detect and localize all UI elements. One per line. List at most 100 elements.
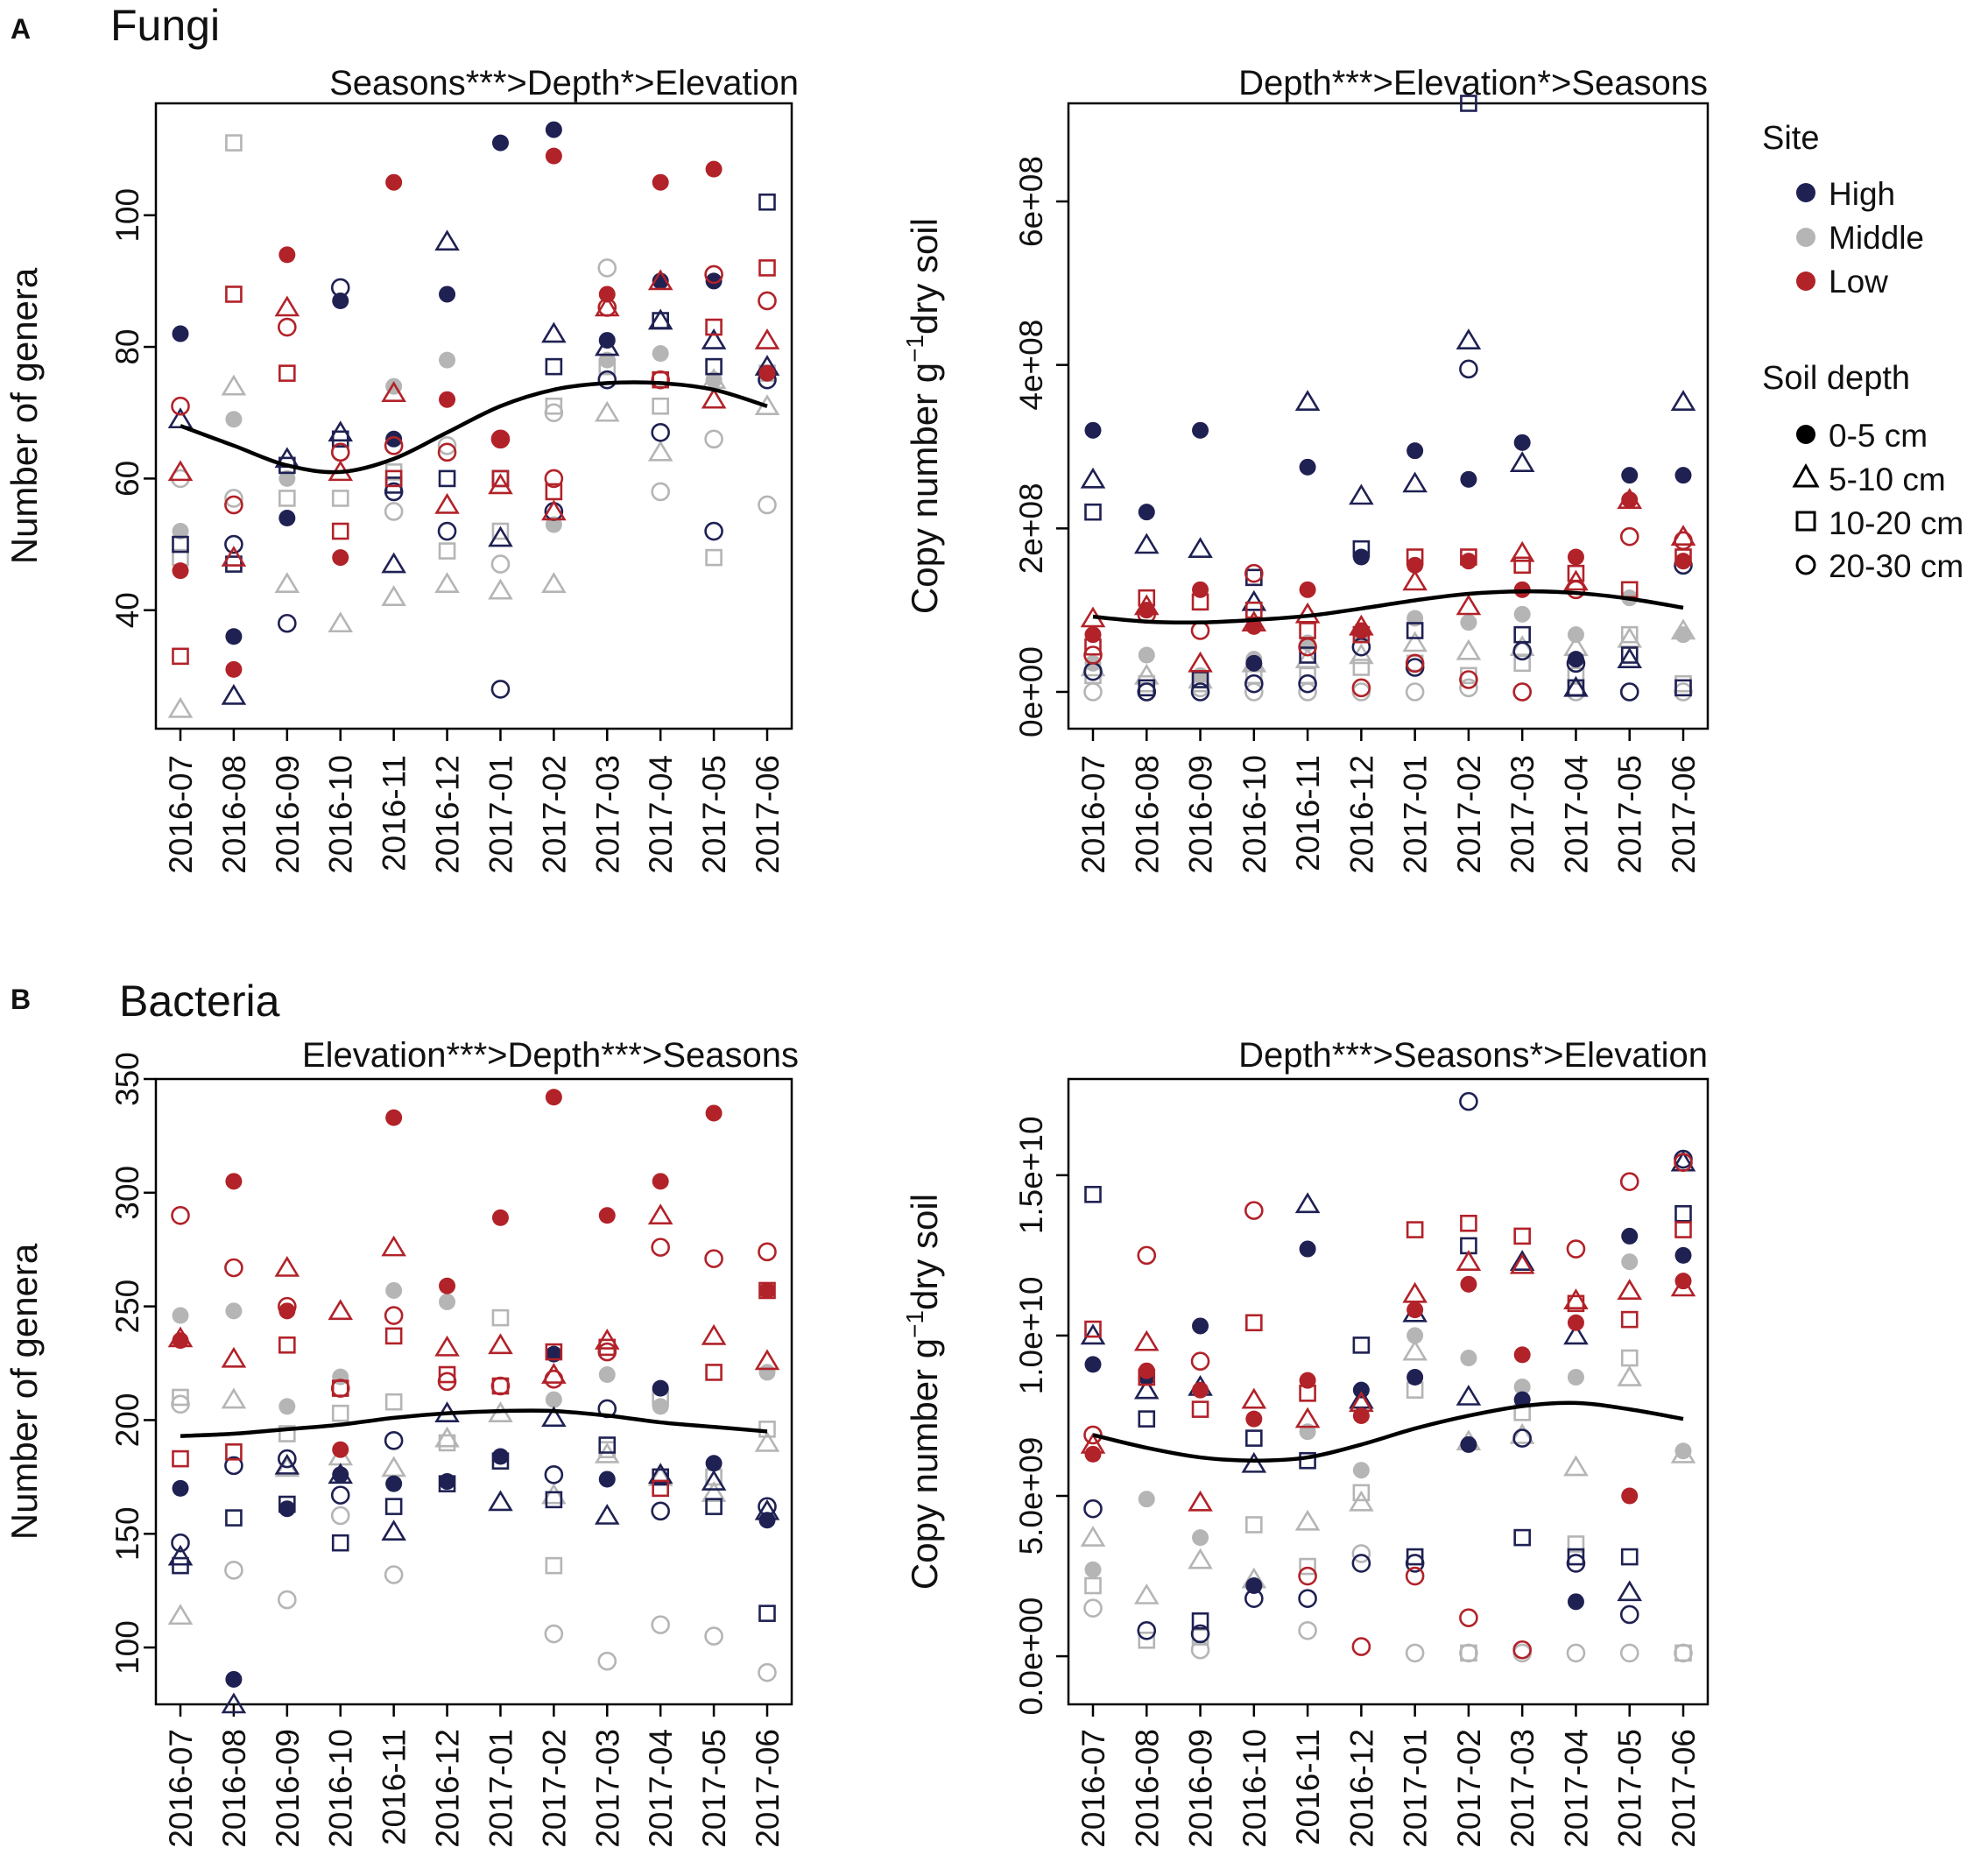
data-point [384,1565,404,1584]
data-point [381,1520,406,1541]
data-point [1460,1275,1477,1293]
data-point [1620,625,1639,644]
data-point [1137,682,1157,702]
data-point [705,357,723,376]
data-point [1191,1612,1209,1630]
data-point [1298,674,1317,694]
data-point [1084,503,1102,521]
data-point [1567,1314,1584,1331]
data-point [491,1448,509,1465]
data-point [384,502,404,521]
data-point [1512,1640,1532,1660]
data-point [278,1590,297,1610]
data-point [172,325,189,342]
data-point [652,345,669,363]
data-points [167,121,780,718]
data-point [437,1372,457,1392]
data-point [545,1556,563,1575]
data-point [1456,638,1482,660]
data-point [541,499,567,521]
data-point [1405,1643,1425,1663]
data-point [1513,434,1531,451]
data-point [1670,618,1696,640]
y-tick-label: 200 [109,1393,145,1448]
data-point [701,1323,727,1345]
data-point [1456,1250,1482,1272]
data-point [491,134,509,152]
data-point [221,1387,247,1409]
data-point [1352,625,1371,644]
y-tick-label: 100 [109,188,145,243]
data-point [381,381,406,402]
data-point [439,286,456,303]
data-point [1617,1365,1643,1386]
data-point [225,286,243,303]
data-point [1294,1192,1321,1214]
data-point [1298,1566,1317,1586]
data-point [594,400,620,422]
data-point [330,278,350,298]
data-point [758,364,776,382]
data-point [172,523,189,540]
open-triangle-icon [1792,462,1820,488]
open-square-icon [1795,511,1816,532]
data-point [1245,1410,1263,1428]
legend-middle-label: Middle [1829,220,1924,256]
data-point [1617,488,1643,509]
data-point [758,1242,777,1262]
data-point [651,422,670,442]
data-point [1192,421,1209,439]
data-point [651,1238,670,1257]
data-point [1509,451,1535,472]
data-point [1241,1387,1267,1409]
y-tick-label: 80 [109,329,145,365]
data-point [1080,467,1106,489]
data-point [381,585,406,606]
data-point [1402,631,1428,652]
data-point [221,374,247,396]
data-point [278,1495,296,1513]
data-point [331,490,349,507]
data-point [1080,1323,1106,1345]
data-point [385,1281,403,1299]
legend-depth-20-30-label: 20-30 cm [1829,548,1963,584]
data-point [1241,589,1267,611]
data-point [278,1500,296,1518]
x-tick-label: 2017-03 [589,755,625,874]
y-tick-label: 1.5e+10 [1013,1116,1049,1234]
trend-line [1092,1400,1684,1463]
legend-high-marker [1796,183,1815,202]
data-point [1567,1294,1585,1313]
data-point [1567,1548,1585,1566]
x-tick-label: 2016-09 [270,755,306,874]
data-point [278,1336,296,1354]
trend-line [180,380,768,475]
x-tick-label: 2017-01 [483,1729,518,1848]
data-point [1188,651,1213,673]
data-point [704,1249,723,1268]
data-point [652,1398,669,1415]
data-point [1674,1442,1692,1460]
data-point [1245,1516,1263,1534]
data-point [1352,659,1371,676]
legend-depth-title: Soil depth [1762,360,1910,397]
data-point [1567,651,1584,668]
data-point [1460,553,1477,570]
data-point [1299,581,1316,598]
data-point [1349,1490,1374,1512]
data-point [1460,1214,1477,1232]
y-tick-label: 1.0e+10 [1013,1277,1049,1395]
data-point [434,572,460,593]
data-point [1084,638,1102,656]
data-point [701,387,727,409]
data-point [172,1307,189,1324]
y-axis-label: Number of genera [4,267,45,564]
data-point [381,1235,406,1257]
data-point [647,440,673,462]
data-point [544,1369,564,1389]
data-point [1352,1484,1371,1502]
data-point [385,173,403,191]
data-points [1080,95,1696,702]
data-point [652,173,669,191]
data-point [1084,1576,1102,1595]
